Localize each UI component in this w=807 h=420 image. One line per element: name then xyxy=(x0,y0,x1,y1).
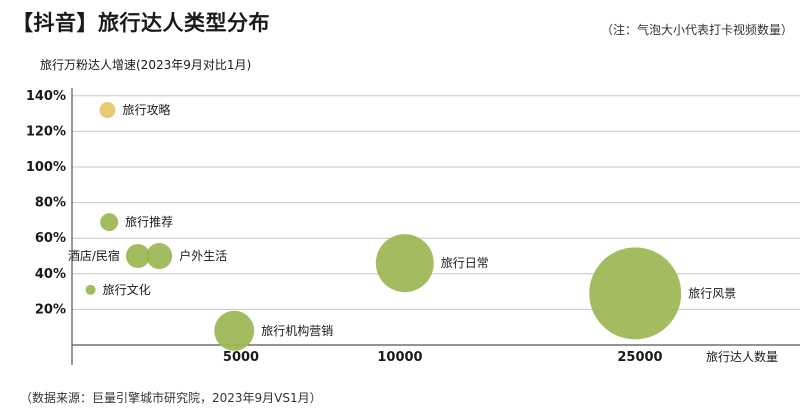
bubble xyxy=(146,243,173,269)
bubble xyxy=(214,310,255,351)
bubble xyxy=(125,244,150,268)
bubble-label: 旅行攻略 xyxy=(122,102,170,117)
x-tick-label: 25000 xyxy=(617,350,662,365)
bubble xyxy=(589,247,682,340)
y-tick-label: 120% xyxy=(26,124,66,139)
page-title: 【抖音】旅行达人类型分布 xyxy=(12,11,270,35)
bubble xyxy=(375,234,434,293)
bubble xyxy=(100,213,119,232)
bubble-label: 旅行文化 xyxy=(103,282,151,297)
data-source: （数据来源：巨量引擎城市研究院，2023年9月VS1月） xyxy=(20,391,322,405)
x-tick-label: 5000 xyxy=(223,350,259,365)
y-tick-label: 80% xyxy=(35,196,66,211)
bubble-label: 旅行推荐 xyxy=(125,215,173,229)
bubble xyxy=(85,284,96,295)
bubble-label: 酒店/民宿 xyxy=(68,248,120,263)
y-tick-label: 140% xyxy=(26,89,66,104)
bubble-label: 旅行日常 xyxy=(441,256,489,270)
bubble-label: 旅行风景 xyxy=(688,286,736,300)
y-tick-label: 100% xyxy=(26,160,66,175)
bubble-size-note: （注：气泡大小代表打卡视频数量） xyxy=(600,23,793,37)
y-axis-label: 旅行万粉达人增速(2023年9月对比1月) xyxy=(40,58,251,72)
x-axis-label: 旅行达人数量 xyxy=(706,349,778,364)
bubble xyxy=(99,102,116,119)
y-tick-label: 40% xyxy=(35,267,66,282)
bubble-label: 户外生活 xyxy=(179,248,227,263)
y-tick-label: 60% xyxy=(35,231,66,246)
x-tick-label: 10000 xyxy=(377,350,422,365)
bubble-label: 旅行机构营销 xyxy=(261,323,333,338)
y-tick-label: 20% xyxy=(35,302,66,317)
